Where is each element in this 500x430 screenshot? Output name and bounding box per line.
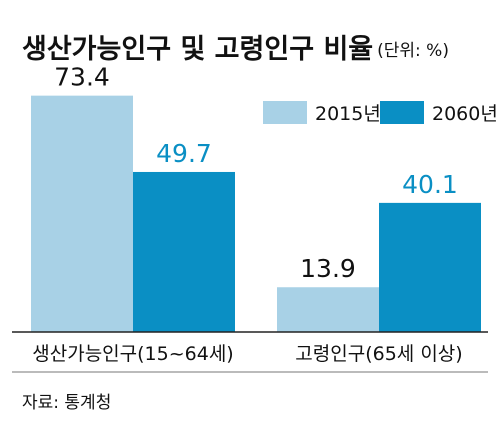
value-label-2-2060: 40.1: [402, 170, 458, 199]
legend-swatch-2015: [263, 101, 307, 124]
value-label-1-2060: 49.7: [156, 139, 212, 168]
legend-label-2015: 2015년: [315, 103, 381, 125]
legend-label-2060: 2060년: [432, 103, 498, 125]
chart-unit: (단위: %): [377, 41, 449, 61]
value-label-1-2015: 73.4: [54, 63, 110, 92]
category-labels: 생산가능인구(15~64세) 고령인구(65세 이상): [32, 343, 462, 365]
bar-1-2015: [31, 95, 133, 332]
plot-area: 73.4 49.7 13.9 40.1: [31, 63, 481, 332]
source-note: 자료: 통계청: [22, 393, 111, 413]
bar-1-2060: [133, 171, 235, 332]
bar-2-2015: [277, 287, 379, 332]
bar-2-2060: [379, 202, 481, 332]
chart-title: 생산가능인구 및 고령인구 비율: [22, 34, 373, 65]
category-label-1: 생산가능인구(15~64세): [32, 343, 233, 365]
legend: 2015년 2060년: [263, 101, 498, 125]
value-label-2-2015: 13.9: [300, 254, 356, 283]
legend-swatch-2060: [380, 101, 424, 124]
category-label-2: 고령인구(65세 이상): [295, 343, 462, 365]
